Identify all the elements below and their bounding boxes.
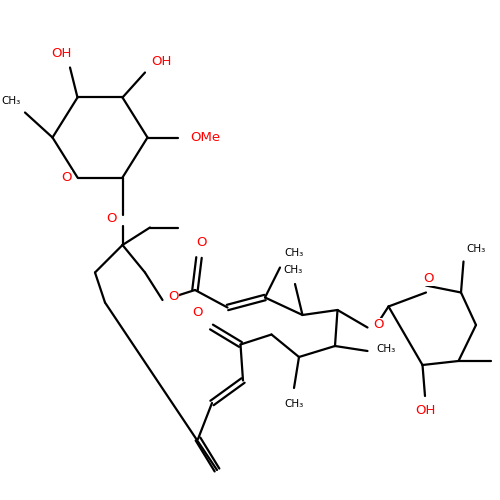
Text: CH₃: CH₃ — [376, 344, 396, 353]
Text: OH: OH — [51, 47, 71, 60]
Text: CH₃: CH₃ — [466, 244, 485, 254]
Text: O: O — [168, 290, 179, 302]
Text: O: O — [423, 272, 434, 285]
Text: CH₃: CH₃ — [284, 399, 304, 409]
Text: OH: OH — [415, 404, 435, 416]
Text: OH: OH — [151, 55, 171, 68]
Text: O: O — [61, 171, 72, 184]
Text: O: O — [373, 318, 384, 332]
Text: CH₃: CH₃ — [2, 96, 21, 106]
Text: O: O — [106, 212, 117, 226]
Text: OMe: OMe — [190, 131, 220, 144]
Text: CH₃: CH₃ — [283, 265, 302, 275]
Text: O: O — [196, 236, 207, 249]
Text: CH₃: CH₃ — [284, 248, 304, 258]
Text: O: O — [192, 306, 203, 318]
